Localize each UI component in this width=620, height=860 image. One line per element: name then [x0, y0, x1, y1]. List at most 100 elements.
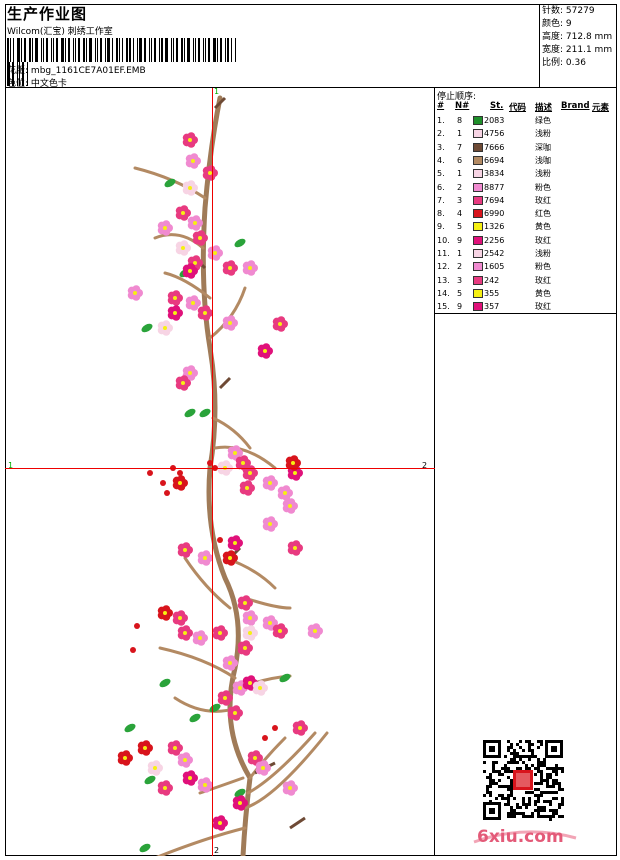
blossom — [232, 795, 248, 811]
horizontal-axis — [5, 468, 435, 469]
color-swatch — [473, 142, 483, 152]
table-row: 3. 7 7666 深咖 — [437, 141, 615, 154]
bud — [130, 647, 136, 653]
row-needle: 5 — [457, 222, 463, 232]
watermark-logo: 6xiu.com — [477, 827, 564, 847]
row-stitches: 357 — [484, 302, 500, 312]
blossom — [307, 623, 323, 639]
branch — [198, 776, 245, 795]
leaf — [234, 788, 246, 798]
blossom — [197, 777, 213, 793]
design-file-line: 花版: mbg_1161CE7A01EF.EMB — [7, 63, 146, 76]
design-label: 花版: — [7, 66, 29, 76]
leaf — [144, 775, 156, 785]
row-needle: 1 — [457, 169, 463, 179]
blossom — [242, 625, 258, 641]
blossom — [222, 260, 238, 276]
color-count: 颜色: 9 — [542, 19, 572, 29]
qr-code[interactable] — [481, 738, 565, 822]
bud — [217, 537, 223, 543]
blossom — [182, 365, 198, 381]
blossom — [167, 305, 183, 321]
blossom — [177, 542, 193, 558]
row-index: 4. — [437, 155, 445, 165]
blossom — [282, 498, 298, 514]
blossom — [175, 375, 191, 391]
table-row: 5. 1 3834 浅粉 — [437, 167, 615, 180]
row-index: 12. — [437, 262, 450, 272]
branch-shadow — [213, 96, 227, 110]
design-canvas[interactable] — [5, 88, 435, 856]
leaf — [159, 678, 171, 688]
row-description: 黄色 — [535, 222, 551, 232]
blossom — [167, 290, 183, 306]
blossom — [185, 295, 201, 311]
blossom — [175, 240, 191, 256]
blossom — [182, 180, 198, 196]
color-swatch — [473, 155, 483, 165]
blossom — [282, 780, 298, 796]
branch — [248, 736, 287, 780]
leaf — [199, 408, 211, 418]
bud — [177, 470, 183, 476]
leaf — [141, 323, 153, 333]
color-card-line: 色位: 中文色卡 — [7, 76, 67, 89]
row-description: 深咖 — [535, 142, 551, 152]
page-title: 生产作业图 — [7, 5, 88, 23]
row-stitches: 2083 — [484, 116, 505, 125]
stats-panel: 针数: 57279 颜色: 9 高度: 712.8 mm 宽度: 211.1 m… — [540, 4, 617, 88]
blossom — [192, 230, 208, 246]
blossom — [192, 630, 208, 646]
blossom — [287, 540, 303, 556]
blossom — [222, 315, 238, 331]
row-needle: 4 — [457, 209, 463, 219]
blossom — [237, 640, 253, 656]
table-row: 4. 6 6694 浅咖 — [437, 154, 615, 167]
row-description: 浅粉 — [535, 169, 551, 179]
blossom — [177, 752, 193, 768]
row-stitches: 242 — [484, 275, 500, 285]
bud — [262, 735, 268, 741]
blossom — [187, 215, 203, 231]
leaf — [279, 673, 291, 683]
row-index: 14. — [437, 288, 450, 298]
row-description: 浅咖 — [535, 155, 551, 165]
blossom — [197, 305, 213, 321]
row-needle: 7 — [457, 142, 463, 152]
row-index: 11. — [437, 249, 450, 258]
blossom — [182, 132, 198, 148]
color-swatch — [473, 169, 483, 179]
col-code: 代码 — [509, 103, 527, 113]
table-row: 11. 1 2542 浅粉 — [437, 247, 615, 260]
row-description: 玫红 — [535, 275, 551, 285]
design-file-name: mbg_1161CE7A01EF.EMB — [30, 66, 146, 76]
blossom — [262, 475, 278, 491]
row-stitches: 7694 — [484, 195, 505, 205]
branch — [200, 95, 253, 856]
row-stitches: 8877 — [484, 182, 505, 192]
blossom — [167, 740, 183, 756]
row-index: 2. — [437, 129, 445, 139]
table-row: 14. 5 355 黄色 — [437, 287, 615, 300]
row-description: 浅粉 — [535, 249, 551, 258]
design-height: 高度: 712.8 mm — [542, 32, 613, 42]
row-needle: 2 — [457, 182, 463, 192]
row-description: 粉色 — [535, 262, 551, 272]
bud — [207, 460, 213, 466]
leaf — [234, 238, 246, 248]
col-description: 描述 — [535, 103, 553, 113]
blossom — [172, 475, 188, 491]
blossom — [257, 343, 273, 359]
design-width: 宽度: 211.1 mm — [542, 45, 613, 55]
color-swatch — [473, 182, 483, 192]
company-name: Wilcom(汇宝) 刺绣工作室 — [7, 27, 113, 37]
blossom — [252, 680, 268, 696]
table-row: 2. 1 4756 浅粉 — [437, 127, 615, 140]
col-needle: N# — [455, 101, 470, 111]
branch — [158, 646, 237, 680]
blossom — [157, 220, 173, 236]
row-description: 玫红 — [535, 195, 551, 205]
blossom — [172, 610, 188, 626]
blossom — [137, 740, 153, 756]
table-row: 9. 5 1326 黄色 — [437, 220, 615, 233]
